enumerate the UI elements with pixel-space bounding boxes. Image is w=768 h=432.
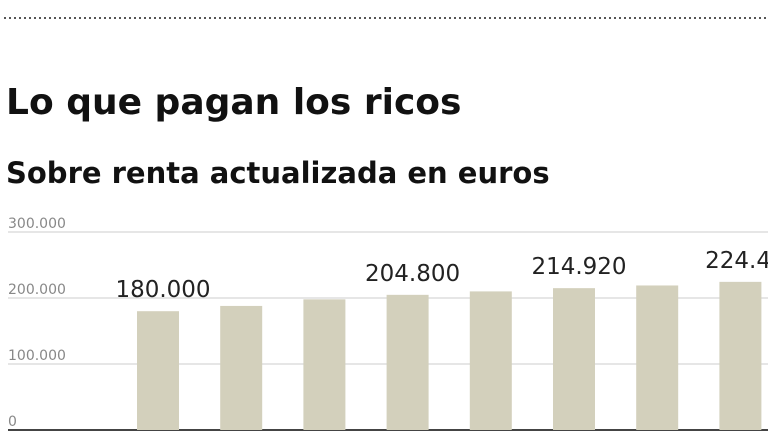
bar <box>386 294 429 430</box>
y-tick-label: 200.000 <box>8 282 66 298</box>
value-label: 204.800 <box>365 261 460 287</box>
bar <box>137 311 179 430</box>
chart-title: Lo que pagan los ricos <box>6 82 461 123</box>
y-tick-label: 300.000 <box>8 216 66 232</box>
bar <box>553 288 595 430</box>
y-tick-label: 100.000 <box>8 348 66 364</box>
bar <box>469 291 512 430</box>
bar <box>220 305 263 430</box>
bar <box>636 285 679 430</box>
value-label: 214.920 <box>531 254 626 280</box>
chart-subtitle: Sobre renta actualizada en euros <box>6 156 550 190</box>
bar <box>719 281 762 430</box>
value-label: 224.46 <box>705 248 768 274</box>
bar <box>303 299 346 430</box>
y-tick-label: 0 <box>8 414 17 430</box>
value-label: 180.000 <box>115 277 210 303</box>
